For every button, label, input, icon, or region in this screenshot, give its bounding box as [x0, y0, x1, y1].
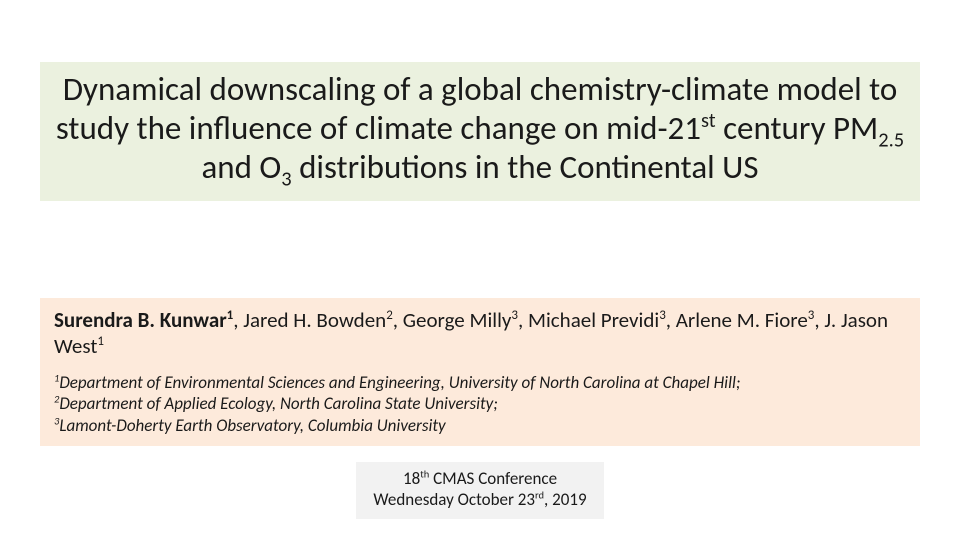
slide-title: Dynamical downscaling of a global chemis…	[52, 70, 908, 187]
conf-fragment: 18	[403, 468, 420, 489]
affil-text: Department of Environmental Sciences and…	[59, 372, 740, 393]
title-fragment: distributions in the Continental US	[292, 147, 759, 187]
title-fragment: and O	[201, 147, 281, 187]
conf-fragment: CMAS Conference	[429, 468, 557, 489]
affil-text: Lamont-Doherty Earth Observatory, Columb…	[59, 415, 445, 436]
affil-marker: 2	[386, 308, 393, 323]
author: , Michael Previdi	[518, 307, 659, 333]
conference-box: 18th CMAS Conference Wednesday October 2…	[356, 462, 604, 519]
author-name: Surendra B. Kunwar	[54, 307, 227, 333]
affiliation-line: 2Department of Applied Ecology, North Ca…	[54, 393, 906, 414]
affiliation-line: 3Lamont-Doherty Earth Observatory, Colum…	[54, 415, 906, 436]
title-fragment: century PM	[716, 108, 879, 148]
title-sub-pm: 2.5	[878, 129, 904, 153]
affil-text: Department of Applied Ecology, North Car…	[59, 393, 498, 414]
conf-fragment: , 2019	[544, 489, 587, 510]
title-sup-st: st	[701, 109, 716, 133]
author: , George Milly	[393, 307, 512, 333]
affil-marker: 3	[659, 308, 666, 323]
affil-marker: 1	[97, 334, 104, 349]
affiliation-line: 1Department of Environmental Sciences an…	[54, 372, 906, 393]
title-sub-o3: 3	[281, 167, 291, 191]
slide: Dynamical downscaling of a global chemis…	[0, 0, 960, 540]
conf-fragment: Wednesday October 23	[373, 489, 535, 510]
ordinal-sup: rd	[535, 489, 544, 502]
title-box: Dynamical downscaling of a global chemis…	[40, 62, 920, 201]
conference-line: 18th CMAS Conference	[366, 468, 594, 489]
conference-line: Wednesday October 23rd, 2019	[366, 489, 594, 510]
authors-box: Surendra B. Kunwar1, Jared H. Bowden2, G…	[40, 298, 920, 369]
authors-line: Surendra B. Kunwar1, Jared H. Bowden2, G…	[54, 308, 906, 359]
affiliations-box: 1Department of Environmental Sciences an…	[40, 366, 920, 446]
ordinal-sup: th	[420, 467, 429, 480]
author: , Jared H. Bowden	[233, 307, 386, 333]
author: , Arlene M. Fiore	[666, 307, 808, 333]
author-primary: Surendra B. Kunwar1	[54, 307, 233, 333]
